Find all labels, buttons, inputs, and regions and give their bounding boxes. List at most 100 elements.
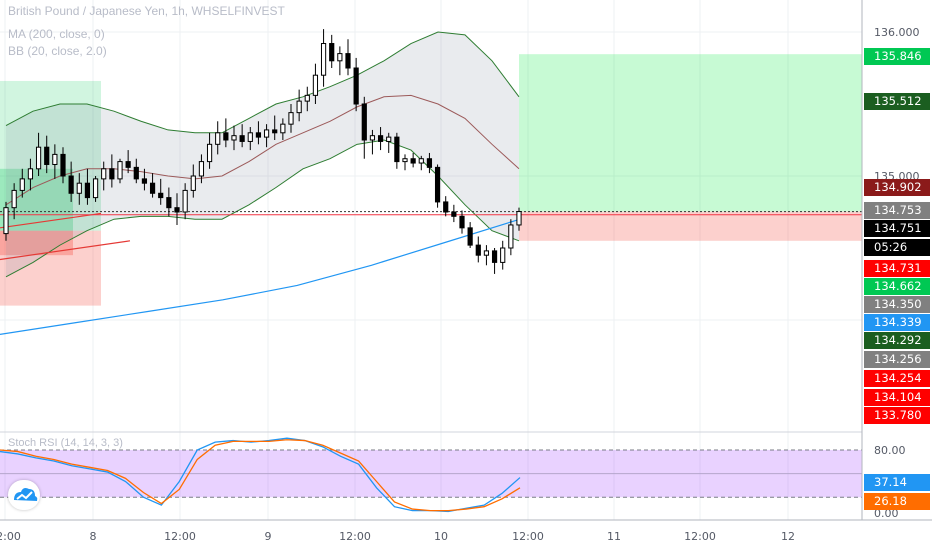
price-tag: 134.104 <box>874 390 922 404</box>
candle-body[interactable] <box>459 215 465 229</box>
y-tick-label: 136.000 <box>874 26 920 39</box>
candle-body[interactable] <box>491 250 498 263</box>
candle-body[interactable] <box>198 161 205 177</box>
candle-body[interactable] <box>174 207 180 213</box>
x-tick-label: 10 <box>434 530 448 543</box>
candle-body[interactable] <box>19 178 25 191</box>
osc-tag: 26.18 <box>874 494 907 508</box>
candle-body[interactable] <box>141 178 148 184</box>
candle-body[interactable] <box>223 132 229 141</box>
candle-body[interactable] <box>68 175 74 194</box>
candle-body[interactable] <box>182 189 188 213</box>
cloud-chart-icon <box>14 488 38 501</box>
price-tag: 133.780 <box>874 408 922 422</box>
x-tick-label: 12:00 <box>512 530 544 543</box>
price-tag: 135.846 <box>874 49 922 63</box>
candle-body[interactable] <box>76 182 82 194</box>
candle-body[interactable] <box>320 43 327 76</box>
candle-body[interactable] <box>92 178 99 199</box>
candle-body[interactable] <box>451 211 457 217</box>
candle-body[interactable] <box>84 182 91 199</box>
trend-line-left-2[interactable] <box>0 212 102 229</box>
candle-body[interactable] <box>304 94 310 102</box>
price-tag-bg <box>864 314 930 331</box>
price-tag-bg <box>864 407 930 424</box>
long-position-stop-zone[interactable] <box>519 211 862 241</box>
candle-body[interactable] <box>133 166 139 180</box>
candle-body[interactable] <box>418 158 424 164</box>
candle-body[interactable] <box>508 224 514 249</box>
candle-body[interactable] <box>410 158 416 164</box>
osc-tick-label: 80.00 <box>874 444 906 457</box>
candle-body[interactable] <box>369 135 376 141</box>
candle-body[interactable] <box>353 67 359 105</box>
candle-body[interactable] <box>101 168 107 180</box>
x-tick-label: 8 <box>90 530 97 543</box>
long-position-target-zone-left[interactable] <box>0 80 101 231</box>
long-position-target-zone[interactable] <box>519 54 862 212</box>
candle-body[interactable] <box>475 244 481 256</box>
candle-body[interactable] <box>11 189 17 209</box>
candle-body[interactable] <box>117 161 123 180</box>
candle-body[interactable] <box>402 158 408 163</box>
candle-body[interactable] <box>263 129 270 138</box>
candle-body[interactable] <box>337 53 343 62</box>
candle-body[interactable] <box>158 192 164 199</box>
candle-body[interactable] <box>255 132 262 138</box>
candle-body[interactable] <box>377 135 384 142</box>
candle-body[interactable] <box>443 201 449 213</box>
candle-body[interactable] <box>394 136 400 163</box>
trend-line-left[interactable] <box>0 240 131 261</box>
tradingview-logo[interactable] <box>8 480 40 510</box>
candle-body[interactable] <box>109 168 115 180</box>
oscillator-legend: Stoch RSI (14, 14, 3, 3) <box>8 437 123 449</box>
candle-body[interactable] <box>190 175 196 191</box>
candle-body[interactable] <box>52 153 58 165</box>
price-tag-bg <box>864 370 930 387</box>
candle-body[interactable] <box>312 74 319 96</box>
long-position-stop-zone-left[interactable] <box>0 230 101 306</box>
candle-body[interactable] <box>239 135 245 142</box>
candle-body[interactable] <box>215 132 221 145</box>
candle-body[interactable] <box>483 250 490 256</box>
candle-body[interactable] <box>345 53 351 69</box>
x-tick-label: 12:00 <box>164 530 196 543</box>
price-tag-bg <box>864 93 930 110</box>
x-tick-label: 12:00 <box>684 530 716 543</box>
x-tick-label: 9 <box>265 530 272 543</box>
candle-body[interactable] <box>27 168 34 180</box>
candle-body[interactable] <box>386 136 392 142</box>
candle-body[interactable] <box>35 146 42 170</box>
candle-body[interactable] <box>166 197 172 209</box>
candle-body[interactable] <box>272 129 278 134</box>
candle-body[interactable] <box>206 143 213 163</box>
candle-body[interactable] <box>149 182 156 194</box>
price-tag: 134.339 <box>874 315 922 329</box>
price-tag-bg <box>864 220 930 237</box>
candle-body[interactable] <box>467 227 473 246</box>
candle-body[interactable] <box>125 161 131 168</box>
candle-body[interactable] <box>231 135 237 141</box>
x-tick-label: 11 <box>607 530 621 543</box>
candle-body[interactable] <box>280 123 286 134</box>
bb-legend: BB (20, close, 2.0) <box>8 44 107 58</box>
price-tag: 134.751 <box>874 221 922 235</box>
price-tag: 134.254 <box>874 371 922 385</box>
candle-body[interactable] <box>500 247 506 263</box>
candle-body[interactable] <box>361 103 367 141</box>
price-tag: 134.731 <box>874 261 922 275</box>
candle-body[interactable] <box>60 153 66 177</box>
candle-body[interactable] <box>3 207 9 235</box>
candle-body[interactable] <box>247 132 253 142</box>
price-tag-bg <box>864 351 930 368</box>
candle-body[interactable] <box>44 146 50 165</box>
candle-body[interactable] <box>426 158 433 168</box>
candle-body[interactable] <box>434 166 441 203</box>
candle-body[interactable] <box>288 112 294 125</box>
candle-body[interactable] <box>516 211 522 226</box>
candle-body[interactable] <box>329 43 335 62</box>
candle-body[interactable] <box>296 100 302 114</box>
osc-tag: 37.14 <box>874 475 907 489</box>
